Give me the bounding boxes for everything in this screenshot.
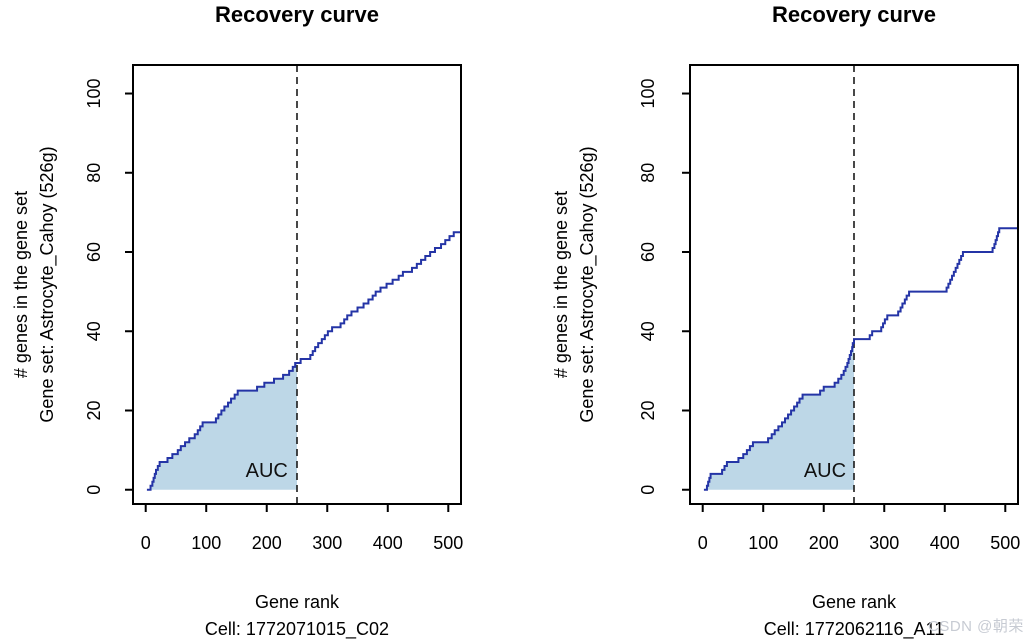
recovery-plot-panel: 0 100 200 300 400 500 0 20 40 60 80 100 Recovery cur…: [551, 2, 1020, 640]
plot-border: [689, 64, 1019, 505]
x-tick-label: 500: [433, 533, 463, 553]
auc-area: [703, 339, 854, 490]
x-axis-title: Gene rank: [255, 592, 340, 612]
plot-title: Recovery curve: [215, 2, 379, 27]
y-tick-label: 60: [84, 242, 104, 262]
x-axis-subtitle: Cell: 1772062116_A11: [764, 619, 944, 640]
y-tick-label: 20: [84, 400, 104, 420]
y-tick-label: 0: [638, 485, 658, 495]
plot-border: [132, 64, 462, 505]
y-axis-subtitle: Gene set: Astrocyte_Cahoy (526g): [577, 146, 598, 422]
y-axis-title: # genes in the gene set: [11, 191, 31, 378]
recovery-step-curve: [146, 231, 461, 491]
auc-area: [146, 362, 297, 490]
x-axis-title: Gene rank: [812, 592, 897, 612]
x-tick-label: 200: [809, 533, 839, 553]
y-tick-label: 20: [638, 400, 658, 420]
x-tick-label: 100: [748, 533, 778, 553]
recovery-plot-panel: 0 100 200 300 400 500 0 20 40 60 80 100 Recovery cur…: [11, 2, 463, 640]
x-tick-label: 500: [990, 533, 1020, 553]
y-tick-label: 100: [84, 79, 104, 109]
x-tick-label: 0: [141, 533, 151, 553]
y-tick-label: 0: [84, 485, 104, 495]
x-tick-label: 300: [312, 533, 342, 553]
x-tick-label: 400: [930, 533, 960, 553]
auc-label: AUC: [246, 460, 288, 482]
y-axis-title: # genes in the gene set: [551, 191, 571, 378]
recovery-step-curve: [703, 227, 1019, 491]
y-tick-label: 100: [638, 79, 658, 109]
y-tick-label: 60: [638, 242, 658, 262]
x-tick-label: 400: [373, 533, 403, 553]
y-tick-label: 80: [84, 163, 104, 183]
x-tick-label: 300: [869, 533, 899, 553]
x-tick-label: 200: [252, 533, 282, 553]
x-axis-subtitle: Cell: 1772071015_C02: [205, 619, 389, 640]
csdn-watermark: CSDN @朝荣: [928, 618, 1024, 635]
x-tick-label: 0: [698, 533, 708, 553]
y-tick-label: 80: [638, 163, 658, 183]
y-tick-label: 40: [84, 321, 104, 341]
auc-label: AUC: [804, 460, 846, 482]
x-tick-label: 100: [191, 533, 221, 553]
y-axis-subtitle: Gene set: Astrocyte_Cahoy (526g): [37, 146, 58, 422]
plot-title: Recovery curve: [772, 2, 936, 27]
y-tick-label: 40: [638, 321, 658, 341]
